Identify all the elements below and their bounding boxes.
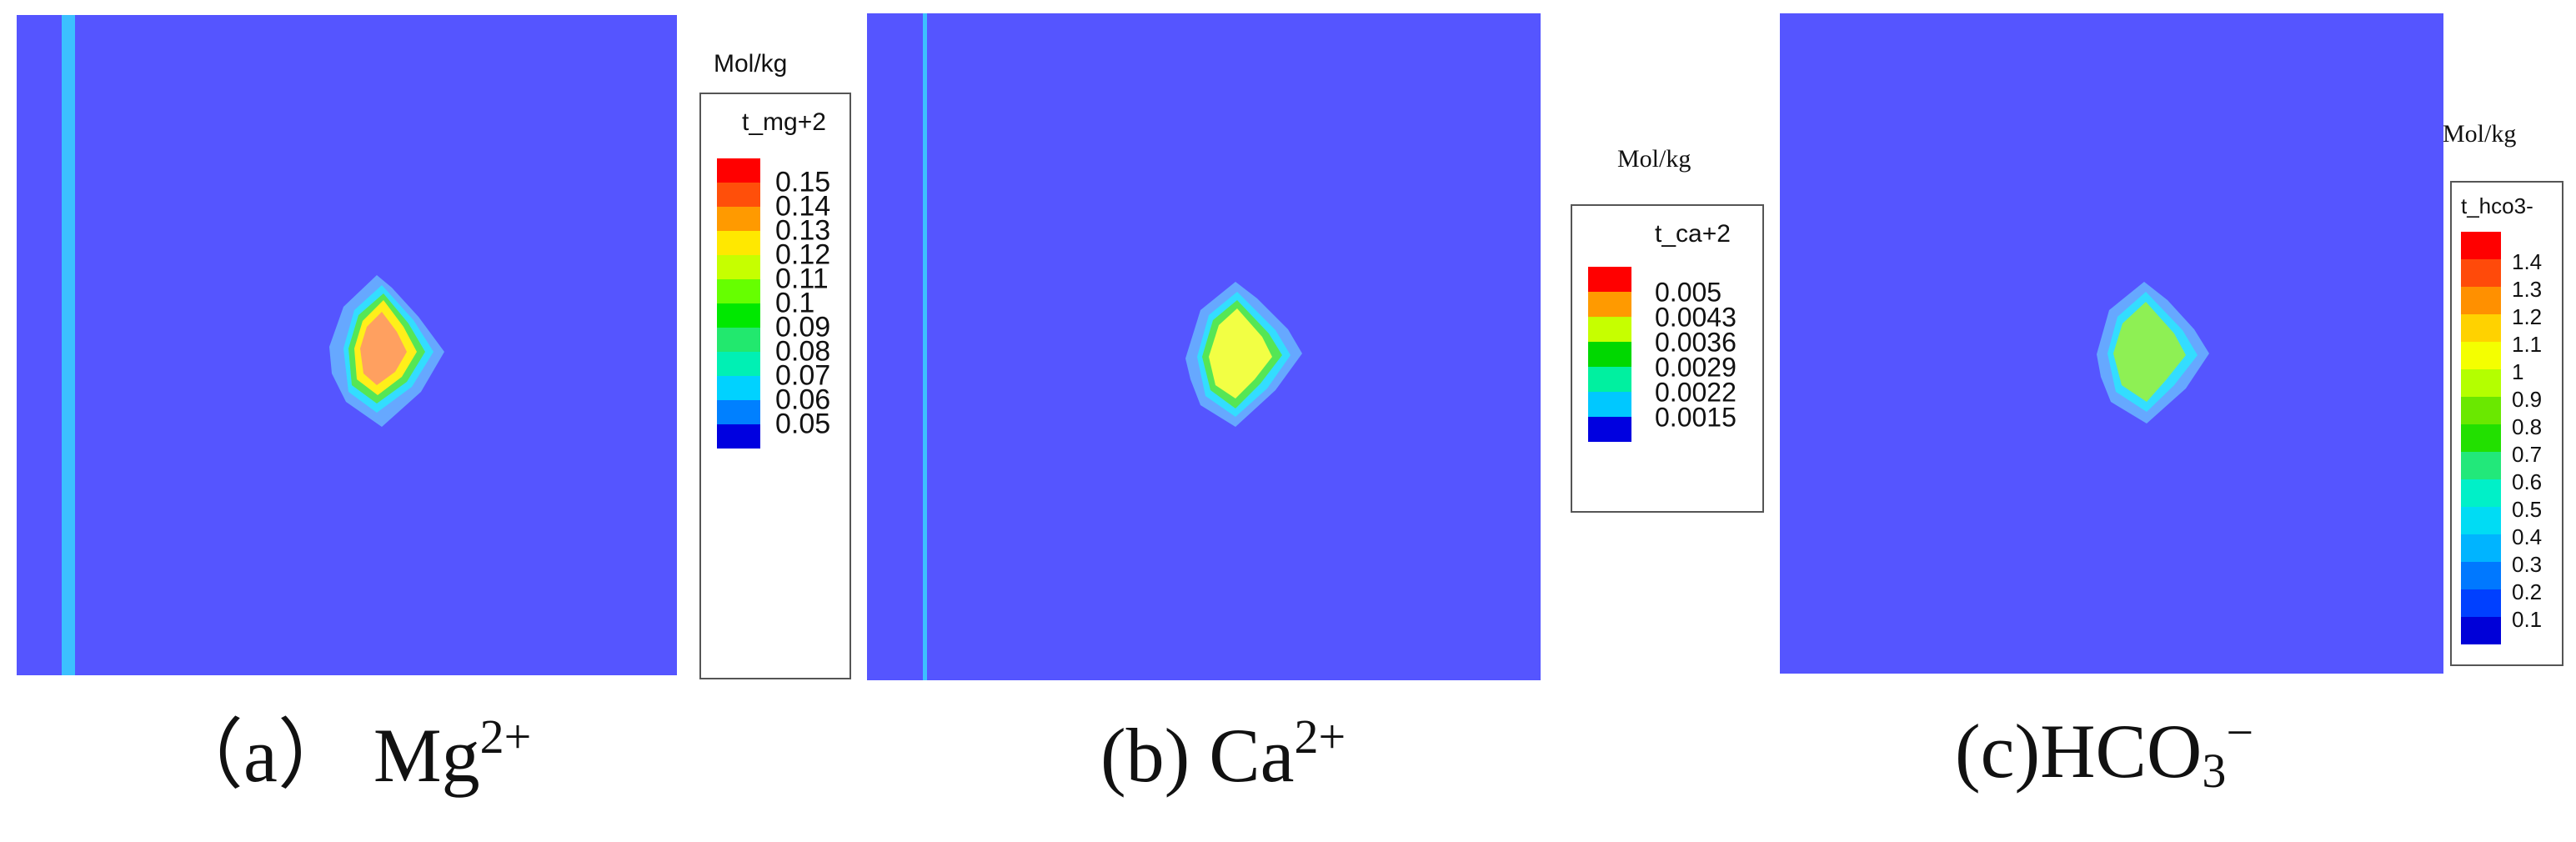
legend-swatch xyxy=(1588,392,1631,417)
legend-swatch xyxy=(2461,479,2501,507)
legend-swatch xyxy=(2461,369,2501,397)
legend-swatch xyxy=(2461,314,2501,342)
legend-swatch xyxy=(717,279,760,303)
legend-swatch xyxy=(2461,397,2501,424)
legend-value: 0.14 xyxy=(775,191,830,223)
legend-value: 0.005 xyxy=(1655,277,1722,307)
caption-c-sub: 3 xyxy=(2202,744,2227,798)
legend-swatch xyxy=(717,255,760,279)
legend-title-b: t_ca+2 xyxy=(1655,220,1731,248)
legend-swatch xyxy=(2461,287,2501,314)
legend-value: 0.1 xyxy=(775,288,814,319)
legend-swatch xyxy=(717,231,760,255)
legend-value: 0.1 xyxy=(2512,607,2542,632)
legend-value: 0.9 xyxy=(2512,387,2542,412)
boundary-stripe-a xyxy=(62,15,75,675)
legend-value: 0.2 xyxy=(2512,579,2542,604)
legend-swatch xyxy=(1588,267,1631,292)
legend-value: 1.2 xyxy=(2512,304,2542,329)
legend-swatch xyxy=(717,400,760,424)
legend-value: 0.5 xyxy=(2512,497,2542,522)
legend-value: 0.0015 xyxy=(1655,402,1737,432)
legend-swatch xyxy=(717,352,760,376)
legend-value: 0.05 xyxy=(775,408,830,440)
caption-c-sup: − xyxy=(2226,705,2254,759)
legend-swatch xyxy=(2461,424,2501,452)
legend-swatch xyxy=(2461,232,2501,259)
legend-swatch xyxy=(2461,452,2501,479)
legend-swatch xyxy=(717,183,760,207)
legend-swatch xyxy=(1588,317,1631,342)
legend-swatch xyxy=(717,328,760,352)
legend-swatch xyxy=(2461,534,2501,562)
legend-c: Mol/kg t_hco3- 1.4 1.31.2 1.11 0.90.8 0.70.6… xyxy=(2443,120,2563,666)
caption-b-text: Ca xyxy=(1209,713,1295,798)
caption-a-text: Mg xyxy=(373,713,480,798)
legend-swatch xyxy=(1588,292,1631,317)
legend-value: 1.3 xyxy=(2512,277,2542,302)
legend-b: Mol/kg t_ca+2 0.0050.00430.00360.00290.0… xyxy=(1571,145,1764,513)
plume-a xyxy=(329,275,444,427)
legend-value: 0.3 xyxy=(2512,552,2542,577)
legend-swatch xyxy=(2461,259,2501,287)
caption-a-sup: 2+ xyxy=(479,709,532,764)
legend-value: 0.12 xyxy=(775,239,830,271)
legend-swatch xyxy=(717,424,760,449)
legend-swatch xyxy=(717,303,760,328)
legend-swatch xyxy=(1588,342,1631,367)
plume-b xyxy=(1185,282,1302,427)
legend-swatch xyxy=(2461,507,2501,534)
unit-label-b: Mol/kg xyxy=(1617,145,1691,173)
legend-swatch xyxy=(1588,417,1631,442)
legend-title-c: t_hco3- xyxy=(2461,193,2533,218)
legend-value: 1 xyxy=(2512,359,2523,384)
legend-swatch xyxy=(1588,367,1631,392)
caption-b-prefix: (b) xyxy=(1100,713,1190,798)
legend-value: 0.09 xyxy=(775,312,830,343)
legend-value: 0.8 xyxy=(2512,414,2542,439)
legend-value: 0.11 xyxy=(775,263,829,295)
legend-swatch xyxy=(2461,342,2501,369)
legend-value: 0.15 xyxy=(775,167,830,198)
legend-value: 0.0022 xyxy=(1655,377,1737,407)
legend-value: 0.7 xyxy=(2512,442,2542,467)
legend-swatch xyxy=(2461,562,2501,589)
boundary-stripe-b xyxy=(923,13,927,680)
legend-value: 0.0036 xyxy=(1655,327,1737,357)
legend-title-a: t_mg+2 xyxy=(742,108,826,136)
panel-b: Mol/kg t_ca+2 0.0050.00430.00360.00290.0… xyxy=(867,13,1764,680)
legend-value: 1.4 xyxy=(2512,249,2542,274)
caption-a-prefix: （a） xyxy=(167,713,354,798)
caption-c: (c)HCO3− xyxy=(1955,709,2253,798)
legend-value: 0.0029 xyxy=(1655,352,1737,382)
legend-value: 0.4 xyxy=(2512,524,2542,549)
legend-value: 0.6 xyxy=(2512,469,2542,494)
panel-c: Mol/kg t_hco3- 1.4 1.31.2 1.11 0.90.8 0.70.6… xyxy=(1780,13,2563,674)
legend-value: 0.06 xyxy=(775,384,830,416)
legend-value: 1.1 xyxy=(2512,332,2542,357)
legend-a: Mol/kg t_mg+2 0.150.140.130.120.110.10.0… xyxy=(699,50,851,679)
legend-value: 0.0043 xyxy=(1655,302,1737,332)
caption-c-prefix: (c) xyxy=(1955,709,2041,794)
legend-swatch xyxy=(2461,617,2501,644)
legend-swatch xyxy=(717,158,760,183)
legend-value: 0.07 xyxy=(775,360,830,392)
caption-c-text: HCO xyxy=(2040,709,2203,794)
legend-swatch xyxy=(2461,589,2501,617)
caption-b: (b) Ca2+ xyxy=(1100,713,1346,794)
legend-value: 0.08 xyxy=(775,336,830,368)
unit-label-a: Mol/kg xyxy=(714,50,787,78)
panel-a: Mol/kg t_mg+2 0.150.140.130.120.110.10.0… xyxy=(17,15,851,679)
plume-c xyxy=(2097,282,2209,424)
legend-swatch xyxy=(717,207,760,231)
caption-a: （a） Mg2+ xyxy=(167,713,531,794)
legend-value: 0.13 xyxy=(775,215,830,247)
caption-b-sup: 2+ xyxy=(1294,709,1346,764)
legend-swatch xyxy=(717,376,760,400)
unit-label-c: Mol/kg xyxy=(2443,120,2516,148)
